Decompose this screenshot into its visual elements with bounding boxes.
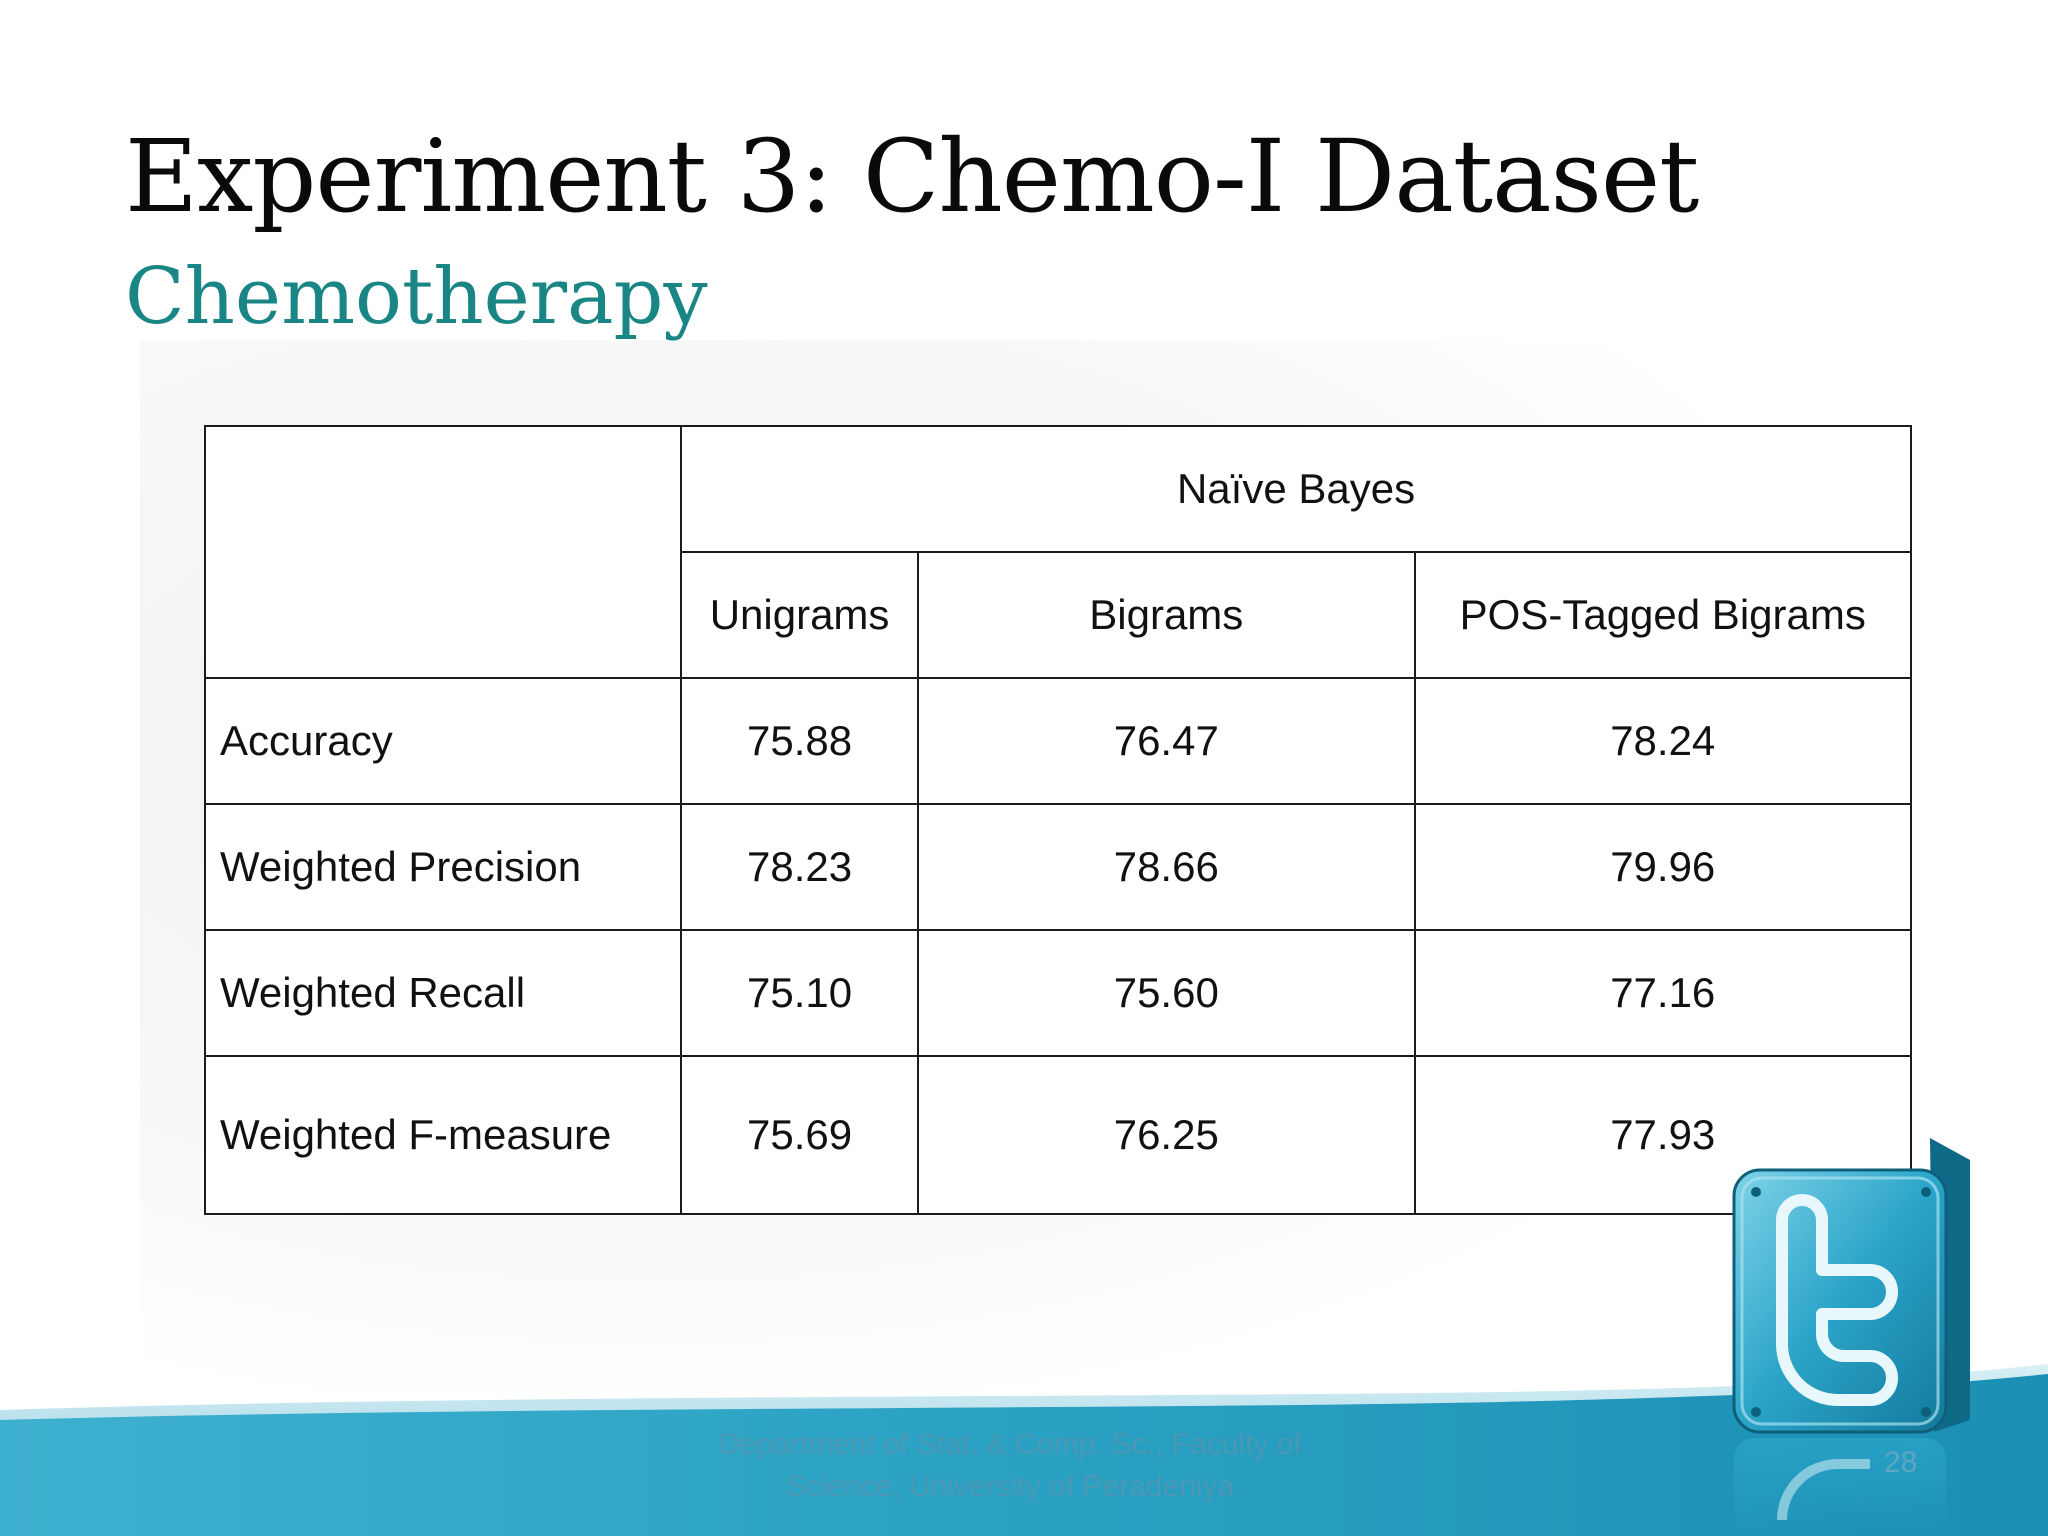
table-cell: 76.47 (917, 677, 1416, 805)
table-header-row: Naïve Bayes (203, 425, 1912, 679)
table-cell: 75.69 (680, 1055, 920, 1215)
table-cell: 77.16 (1413, 929, 1912, 1057)
slide-subtitle: Chemotherapy (125, 252, 708, 342)
table-cell: 78.66 (917, 803, 1416, 931)
table-row: Weighted F-measure 75.69 76.25 77.93 (203, 1055, 1912, 1215)
footer-text: Department of Stat. & Comp. Sc., Faculty… (718, 1428, 1302, 1503)
table-subheader-row: Unigrams Bigrams POS-Tagged Bigrams (205, 551, 1912, 679)
table-cell: 75.60 (917, 929, 1416, 1057)
corner-cell (203, 425, 683, 679)
table-cell: 78.23 (680, 803, 920, 931)
table-cell: 75.10 (680, 929, 920, 1057)
table-row: Weighted Recall 75.10 75.60 77.16 (203, 929, 1912, 1057)
table-cell: 76.25 (917, 1055, 1416, 1215)
slide-title: Experiment 3: Chemo-I Dataset (125, 118, 1699, 235)
column-header: Unigrams (680, 551, 920, 679)
table-cell: 75.88 (680, 677, 920, 805)
row-label: Weighted F-measure (203, 1055, 683, 1215)
row-label: Weighted Precision (203, 803, 683, 931)
column-header: POS-Tagged Bigrams (1413, 551, 1912, 679)
twitter-bird-icon (1732, 1138, 1970, 1536)
results-table: Naïve Bayes Unigrams Bigrams POS-Tagged … (203, 425, 1912, 1215)
table-cell: 78.24 (1413, 677, 1912, 805)
table-cell: 79.96 (1413, 803, 1912, 931)
column-header: Bigrams (917, 551, 1416, 679)
row-label: Weighted Recall (203, 929, 683, 1057)
group-header-cell: Naïve Bayes (680, 425, 1912, 553)
page-number: 28 (1884, 1446, 1918, 1479)
row-label: Accuracy (203, 677, 683, 805)
table-row: Weighted Precision 78.23 78.66 79.96 (203, 803, 1912, 931)
footer-wave (0, 1364, 2048, 1536)
table-row: Accuracy 75.88 76.47 78.24 (203, 677, 1912, 805)
